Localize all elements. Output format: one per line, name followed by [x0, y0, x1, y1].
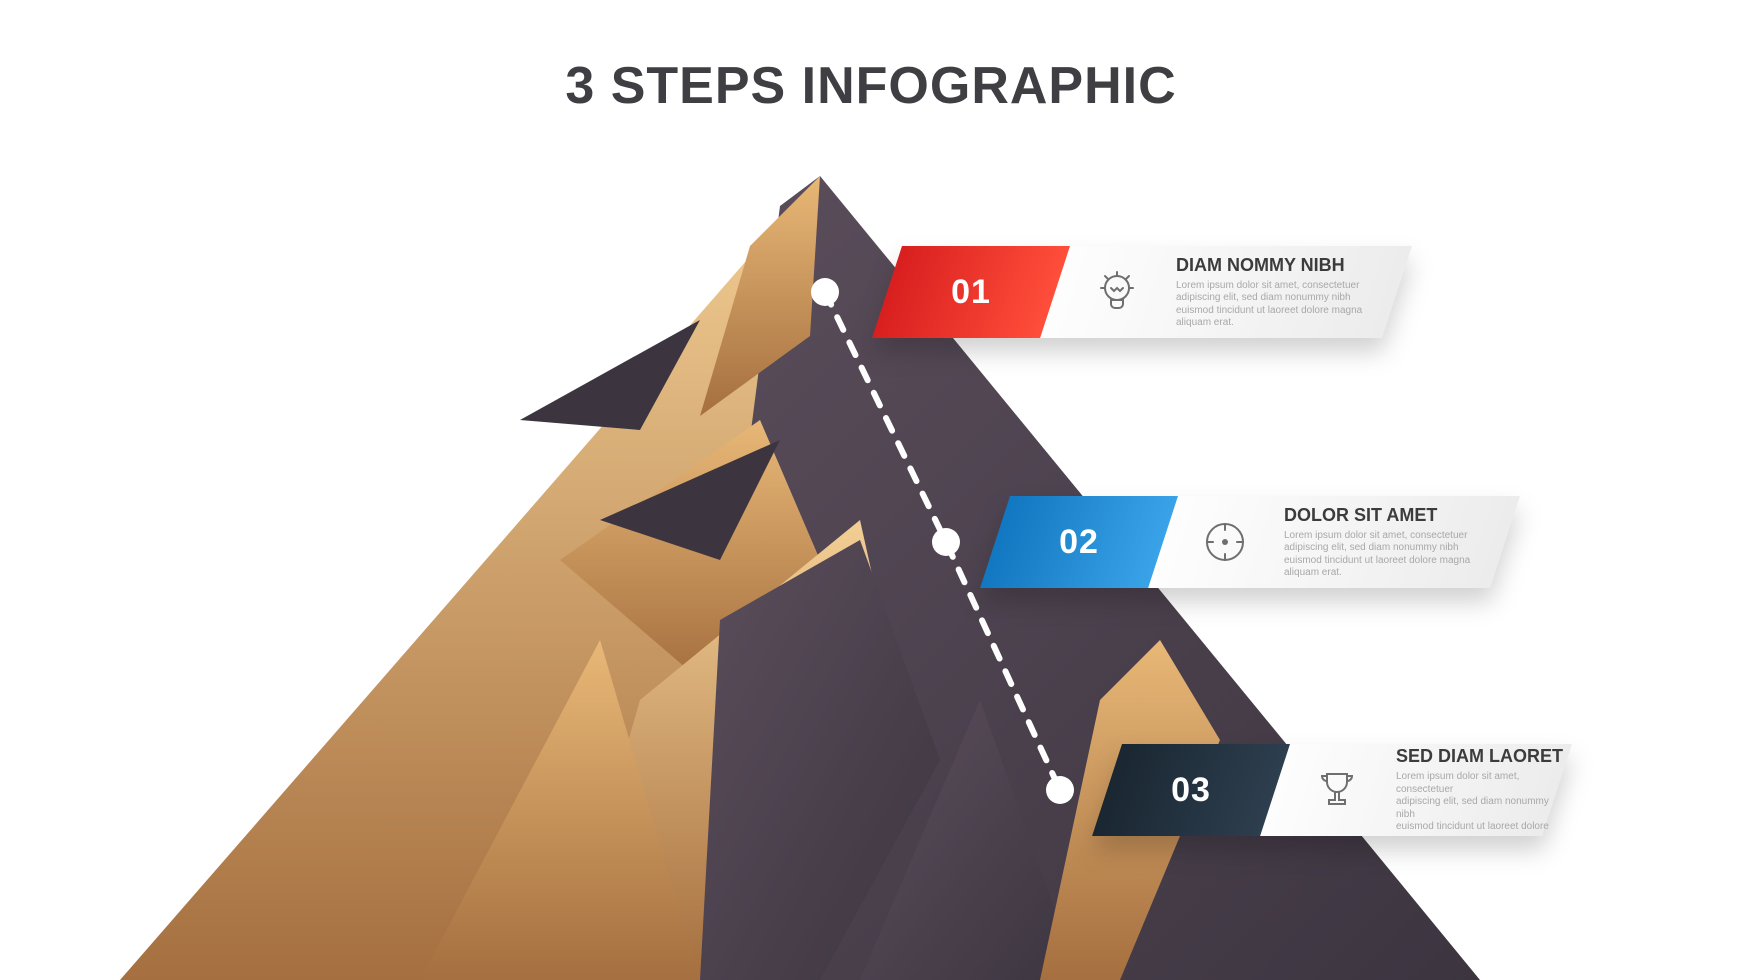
step-heading: DIAM NOMMY NIBH — [1176, 255, 1362, 276]
step-content: SED DIAM LAORET Lorem ipsum dolor sit ame… — [1292, 744, 1602, 836]
step-text: DOLOR SIT AMET Lorem ipsum dolor sit amet… — [1284, 505, 1470, 580]
target-icon — [1198, 515, 1252, 569]
step-description: Lorem ipsum dolor sit amet, consectetuer… — [1284, 530, 1470, 580]
step-content: DIAM NOMMY NIBH Lorem ipsum dolor sit ame… — [1072, 246, 1442, 338]
page-title: 3 STEPS INFOGRAPHIC — [0, 56, 1742, 116]
step-text: SED DIAM LAORET Lorem ipsum dolor sit ame… — [1396, 746, 1566, 834]
step-heading: SED DIAM LAORET — [1396, 746, 1566, 767]
lightbulb-icon — [1090, 265, 1144, 319]
step-text: DIAM NOMMY NIBH Lorem ipsum dolor sit ame… — [1176, 255, 1362, 330]
step-description: Lorem ipsum dolor sit amet, consectetuer… — [1176, 280, 1362, 330]
step-content: DOLOR SIT AMET Lorem ipsum dolor sit amet… — [1180, 496, 1550, 588]
step-heading: DOLOR SIT AMET — [1284, 505, 1470, 526]
step-number-badge — [1092, 744, 1290, 836]
step-description: Lorem ipsum dolor sit amet, consectetuer… — [1396, 771, 1566, 834]
step-number-badge — [872, 246, 1070, 338]
trophy-icon — [1310, 763, 1364, 817]
step-number-badge — [980, 496, 1178, 588]
